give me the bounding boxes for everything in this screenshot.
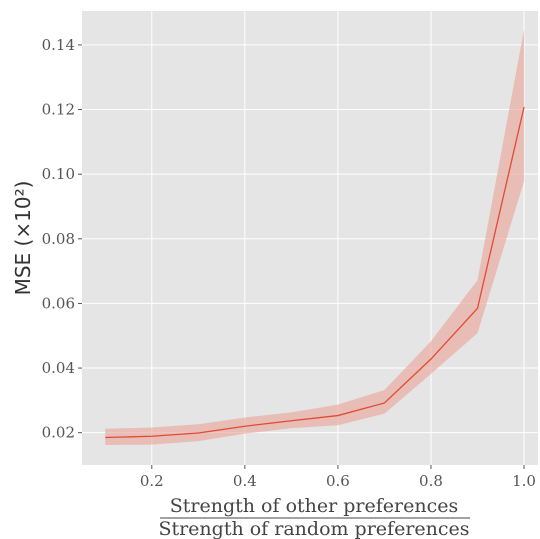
y-tick-label: 0.02 — [42, 424, 75, 442]
x-axis-label-denominator: Strength of random preferences — [158, 518, 469, 539]
x-tick-label: 0.8 — [419, 472, 443, 490]
y-tick-label: 0.06 — [42, 294, 75, 312]
x-axis-label-numerator: Strength of other preferences — [170, 495, 458, 517]
y-tick-label: 0.12 — [42, 101, 75, 119]
x-tick-label: 0.2 — [140, 472, 164, 490]
x-tick-label: 1.0 — [512, 472, 536, 490]
y-tick-label: 0.14 — [42, 36, 75, 54]
y-tick-label: 0.08 — [42, 230, 75, 248]
x-axis-ticks: 0.2 0.4 0.6 0.8 1.0 — [140, 465, 536, 490]
y-axis-ticks: 0.02 0.04 0.06 0.08 0.10 0.12 0.14 — [42, 36, 82, 442]
y-tick-label: 0.04 — [42, 359, 75, 377]
x-tick-label: 0.4 — [233, 472, 257, 490]
x-tick-label: 0.6 — [326, 472, 350, 490]
y-tick-label: 0.10 — [42, 165, 75, 183]
y-axis-label: MSE (×10²) — [11, 181, 35, 296]
mse-line — [105, 106, 525, 439]
plot-background — [82, 11, 538, 465]
